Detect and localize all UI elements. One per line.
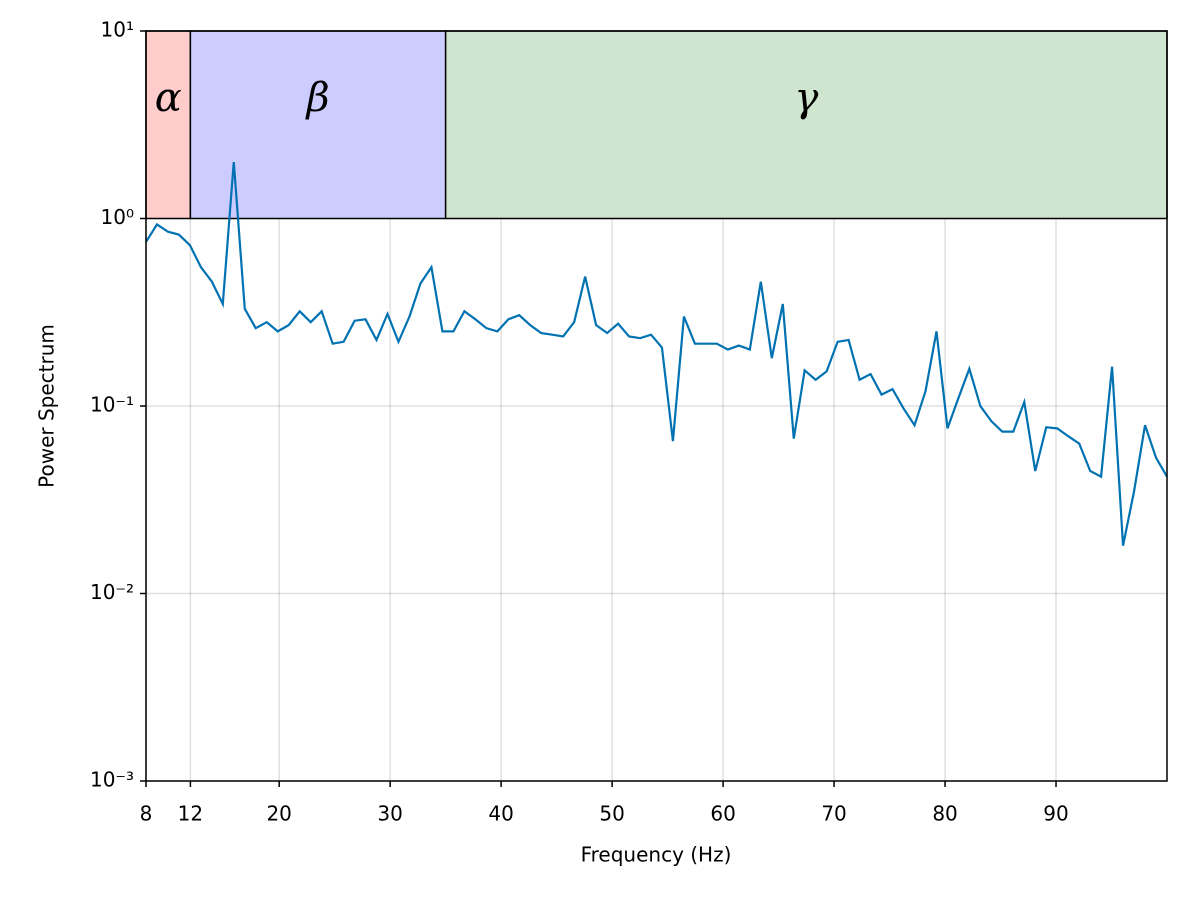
band-label: α bbox=[155, 75, 182, 121]
x-tick-label: 80 bbox=[932, 802, 957, 826]
y-tick-label: 10⁻³ bbox=[90, 768, 134, 792]
band bbox=[444, 30, 1168, 220]
x-axis-label: Frequency (Hz) bbox=[581, 843, 732, 867]
x-tick-label: 30 bbox=[377, 802, 402, 826]
band-label: β bbox=[304, 75, 329, 121]
y-tick-label: 10⁻² bbox=[90, 580, 134, 604]
band-label: γ bbox=[794, 75, 818, 121]
x-tick-label: 20 bbox=[266, 802, 291, 826]
x-tick-label: 50 bbox=[599, 802, 624, 826]
x-tick-label: 60 bbox=[710, 802, 735, 826]
y-tick-label: 10⁰ bbox=[101, 205, 134, 229]
y-tick-label: 10⁻¹ bbox=[90, 393, 134, 417]
y-axis-label: Power Spectrum bbox=[35, 324, 59, 488]
data-line bbox=[145, 161, 1168, 546]
band bbox=[189, 30, 447, 220]
x-tick-label: 40 bbox=[488, 802, 513, 826]
y-tick-label: 10¹ bbox=[101, 18, 134, 42]
band bbox=[145, 30, 192, 220]
x-tick-label: 8 bbox=[140, 802, 153, 826]
x-tick-label: 70 bbox=[821, 802, 846, 826]
x-tick-label: 12 bbox=[178, 802, 203, 826]
x-tick-label: 90 bbox=[1043, 802, 1068, 826]
